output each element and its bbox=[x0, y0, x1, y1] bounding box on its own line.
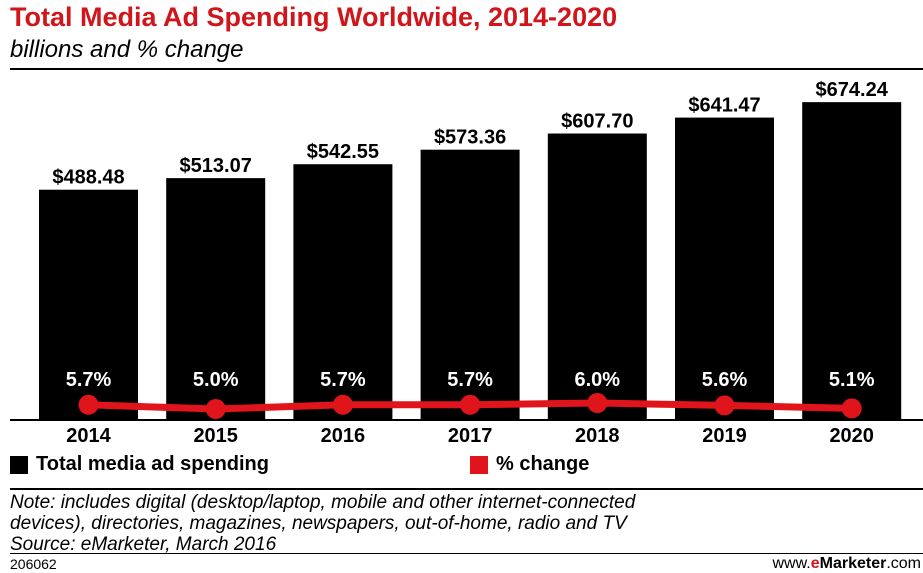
brand-word: Marketer bbox=[819, 555, 887, 572]
middle-rule bbox=[10, 488, 923, 490]
change-point-2017 bbox=[460, 394, 481, 415]
legend-swatch-spending bbox=[10, 455, 28, 474]
bar-2016 bbox=[293, 164, 393, 420]
brand-e: e bbox=[810, 555, 820, 572]
x-tick-label-2020: 2020 bbox=[829, 425, 874, 447]
legend-item-change: % change bbox=[470, 453, 589, 476]
change-label-2019: 5.6% bbox=[702, 369, 748, 391]
x-tick-label-2017: 2017 bbox=[448, 425, 493, 447]
legend-label-spending: Total media ad spending bbox=[36, 453, 269, 475]
x-tick-label-2015: 2015 bbox=[193, 425, 238, 447]
change-label-2020: 5.1% bbox=[829, 369, 875, 391]
chart-id: 206062 bbox=[10, 556, 57, 572]
change-label-2016: 5.7% bbox=[320, 369, 366, 391]
bar-2020 bbox=[802, 102, 902, 421]
bar-value-label-2017: $573.36 bbox=[434, 127, 506, 149]
change-point-2020 bbox=[841, 398, 862, 419]
legend-label-change: % change bbox=[496, 453, 590, 475]
bar-value-label-2014: $488.48 bbox=[52, 167, 124, 189]
bar-2015 bbox=[166, 178, 266, 420]
change-point-2015 bbox=[205, 399, 226, 419]
bar-2014 bbox=[39, 189, 138, 420]
chart-area: $488.48 2014 $513.07 2015 $542.55 2016 $573.36… bbox=[10, 79, 923, 447]
change-point-2018 bbox=[587, 393, 608, 413]
bar-value-label-2016: $542.55 bbox=[307, 141, 379, 163]
note-line-1: Note: includes digital (desktop/laptop, … bbox=[10, 492, 636, 513]
change-label-2018: 6.0% bbox=[575, 369, 621, 391]
change-label-2014: 5.7% bbox=[66, 369, 112, 391]
source-line: Source: eMarketer, March 2016 bbox=[10, 534, 277, 555]
notes: Note: includes digital (desktop/laptop, … bbox=[10, 492, 923, 555]
change-label-2017: 5.7% bbox=[447, 369, 493, 391]
bottom-rule bbox=[10, 553, 923, 554]
bar-2019 bbox=[675, 117, 774, 420]
bar-2017 bbox=[420, 149, 520, 420]
note-line-2: devices), directories, magazines, newspa… bbox=[10, 513, 627, 534]
change-point-2016 bbox=[332, 394, 353, 415]
change-point-2019 bbox=[714, 395, 735, 416]
bar-2018 bbox=[547, 133, 647, 420]
brand-url[interactable]: www.eMarketer.com bbox=[772, 555, 921, 573]
legend-swatch-change bbox=[470, 455, 488, 474]
bar-value-label-2015: $513.07 bbox=[180, 155, 252, 177]
change-label-2015: 5.0% bbox=[193, 369, 239, 391]
chart-title: Total Media Ad Spending Worldwide, 2014-… bbox=[10, 2, 618, 32]
top-rule bbox=[10, 68, 923, 70]
x-tick-label-2019: 2019 bbox=[702, 425, 747, 447]
x-tick-label-2016: 2016 bbox=[321, 425, 366, 447]
x-tick-label-2018: 2018 bbox=[575, 425, 620, 447]
brand-suffix: .com bbox=[886, 555, 921, 572]
bar-value-label-2019: $641.47 bbox=[688, 95, 760, 117]
change-point-2014 bbox=[78, 394, 99, 415]
chart-subtitle: billions and % change bbox=[10, 36, 244, 63]
brand-prefix: www. bbox=[772, 555, 811, 572]
bar-value-label-2018: $607.70 bbox=[561, 111, 633, 133]
bar-value-label-2020: $674.24 bbox=[816, 79, 889, 101]
x-tick-label-2014: 2014 bbox=[66, 425, 111, 447]
legend-item-spending: Total media ad spending bbox=[10, 453, 269, 476]
